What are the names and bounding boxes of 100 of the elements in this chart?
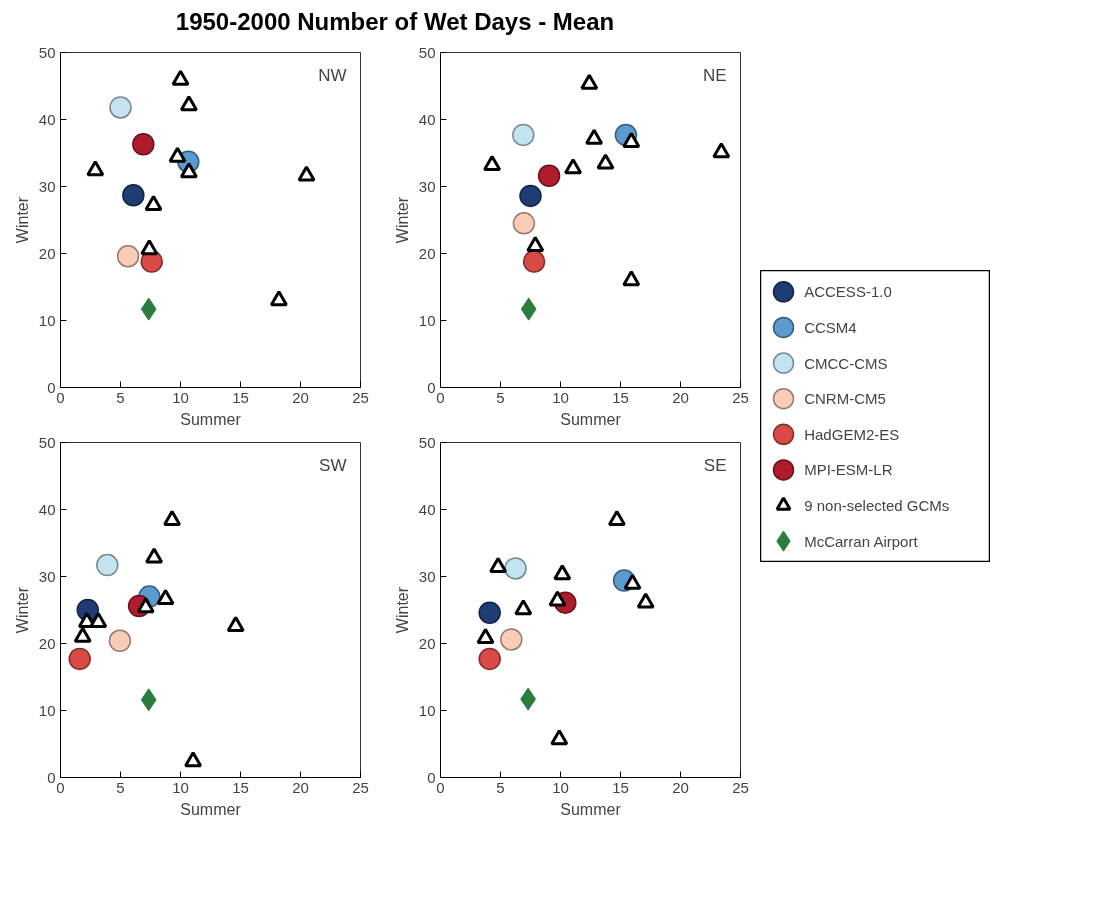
x-tick-label: 10 <box>552 388 569 406</box>
y-axis-title: Winter <box>393 196 411 244</box>
x-axis-title: Summer <box>560 410 622 428</box>
point <box>550 729 569 746</box>
point <box>476 627 495 644</box>
y-tick-label: 10 <box>38 701 56 719</box>
x-tick-label: 15 <box>232 778 249 796</box>
point <box>596 153 615 170</box>
point <box>489 556 508 573</box>
point <box>89 611 108 628</box>
point <box>145 547 164 564</box>
legend-label: CMCC-CMS <box>804 354 888 372</box>
legend-label: HadGEM2-ES <box>804 425 900 443</box>
x-tick-label: 15 <box>232 388 249 406</box>
x-tick-label: 25 <box>732 388 749 406</box>
annotation: SW <box>319 455 347 475</box>
x-tick-label: 10 <box>172 778 189 796</box>
x-tick-label: 20 <box>292 778 309 796</box>
x-tick-label: 25 <box>352 778 369 796</box>
x-tick-label: 5 <box>116 778 125 796</box>
annotation: SE <box>703 455 727 475</box>
point <box>163 510 182 527</box>
point <box>140 297 157 321</box>
y-tick-label: 30 <box>38 567 56 585</box>
point <box>636 592 655 609</box>
y-tick-label: 40 <box>418 110 436 128</box>
point <box>108 629 132 653</box>
y-axis-title: Winter <box>393 586 411 634</box>
x-tick-label: 10 <box>172 388 189 406</box>
x-tick-label: 20 <box>672 388 689 406</box>
y-axis-title: Winter <box>13 196 31 244</box>
y-tick-label: 40 <box>418 500 436 518</box>
legend-label: CNRM-CM5 <box>804 390 886 408</box>
point <box>68 647 91 671</box>
legend-label: 9 non-selected GCMs <box>804 497 950 515</box>
legend-label: ACCESS-1.0 <box>804 283 892 301</box>
y-tick-label: 10 <box>418 311 436 329</box>
point <box>269 290 288 307</box>
y-tick-label: 40 <box>38 500 56 518</box>
y-tick-label: 30 <box>418 567 436 585</box>
x-tick-label: 25 <box>732 778 749 796</box>
x-tick-label: 5 <box>116 388 125 406</box>
point <box>512 123 535 147</box>
y-tick-label: 50 <box>418 433 436 451</box>
point <box>519 184 542 208</box>
annotation: NW <box>318 65 347 85</box>
x-tick-label: 20 <box>292 388 309 406</box>
point <box>86 160 105 177</box>
point <box>580 73 599 90</box>
point <box>297 165 316 182</box>
point <box>116 244 140 268</box>
point <box>564 158 583 175</box>
point <box>168 146 187 163</box>
x-tick-label: 5 <box>496 778 505 796</box>
point <box>132 133 155 156</box>
x-tick-label: 15 <box>612 778 629 796</box>
legend-label: MPI-ESM-LR <box>804 461 893 479</box>
point <box>226 615 245 632</box>
point <box>140 688 157 712</box>
point <box>553 564 572 581</box>
point <box>156 589 175 606</box>
x-tick-label: 25 <box>352 388 369 406</box>
y-tick-label: 10 <box>38 311 56 329</box>
y-tick-label: 20 <box>38 634 56 652</box>
point <box>171 69 190 86</box>
point <box>607 510 626 527</box>
x-axis-title: Summer <box>180 410 242 428</box>
x-tick-label: 20 <box>672 778 689 796</box>
y-tick-label: 50 <box>38 433 56 451</box>
point <box>483 154 502 171</box>
point <box>522 250 546 273</box>
legend-label: McCarran Airport <box>804 532 919 550</box>
point <box>184 751 203 768</box>
point <box>140 239 159 256</box>
point <box>622 270 641 287</box>
point <box>478 647 501 671</box>
y-tick-label: 50 <box>418 43 436 61</box>
point <box>537 164 561 188</box>
y-tick-label: 10 <box>418 701 436 719</box>
annotation: NE <box>702 65 727 85</box>
y-tick-label: 40 <box>38 110 56 128</box>
point <box>712 142 731 159</box>
x-tick-label: 5 <box>496 388 505 406</box>
y-tick-label: 20 <box>418 634 436 652</box>
point <box>526 235 545 252</box>
x-axis-title: Summer <box>180 800 242 818</box>
chart-title: 1950-2000 Number of Wet Days - Mean <box>175 7 615 37</box>
y-tick-label: 20 <box>418 244 436 262</box>
point <box>179 162 198 179</box>
x-tick-label: 10 <box>552 778 569 796</box>
point <box>504 557 527 580</box>
point <box>122 183 145 207</box>
point <box>144 195 163 212</box>
point <box>520 297 537 321</box>
point <box>109 96 132 119</box>
point <box>514 599 533 616</box>
point <box>585 128 604 145</box>
point <box>96 553 119 577</box>
x-tick-label: 15 <box>612 388 629 406</box>
legend-label: CCSM4 <box>804 318 857 336</box>
